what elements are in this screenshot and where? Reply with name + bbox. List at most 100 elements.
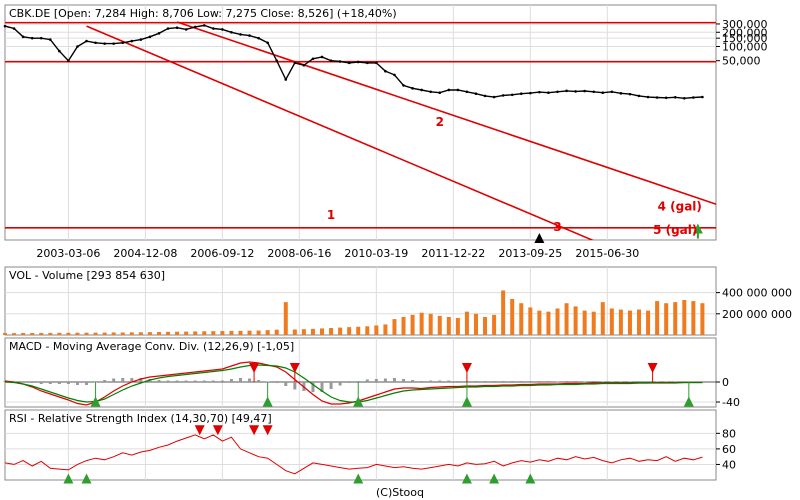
price-point [230,30,233,34]
macd-histogram-bar [583,381,587,382]
price-point [501,94,505,97]
volume-bar [21,332,26,335]
y-tick-label: 50,000 [722,55,761,68]
price-point [384,69,387,73]
macd-histogram-bar [193,380,197,382]
volume-bar [66,332,71,335]
y-tick-label: 200,000 [722,26,768,39]
price-point [637,94,641,98]
macd-histogram-bar [166,380,170,382]
volume-bar [184,331,189,335]
price-point [601,91,605,95]
wave-label: 2 [436,115,444,129]
wave-label: 3 [553,220,561,234]
price-point [574,90,577,93]
volume-panel-title: VOL - Volume [293 854 630] [9,269,165,282]
volume-bar [691,301,696,335]
x-tick-label: 2013-09-25 [498,247,562,260]
x-tick-label: 2006-09-12 [190,247,254,260]
macd-histogram-bar [184,380,188,382]
volume-bar [166,331,171,335]
volume-bar [84,332,89,335]
price-point [30,36,34,40]
price-point [48,38,52,41]
wave-label: 1 [327,208,335,222]
volume-bar [93,332,98,335]
macd-histogram-bar [592,381,596,382]
price-point [157,32,161,35]
macd-histogram-bar [57,382,61,384]
volume-bar [673,302,678,335]
rsi-panel [4,409,717,481]
macd-histogram-bar [338,382,342,386]
volume-bar [347,327,352,335]
macd-histogram-bar [311,382,315,392]
macd-histogram-bar [628,381,632,382]
price-point [112,42,115,45]
macd-histogram-bar [229,379,233,382]
macd-histogram-bar [238,378,242,382]
volume-bar [193,331,198,335]
buy-signal-marker [63,473,74,484]
y-tick-label: 100,000 [722,40,768,53]
wave-label: 4 (gal) [658,199,702,213]
volume-bar [428,313,433,335]
price-point [529,91,532,95]
volume-bar [419,312,424,335]
price-point [239,33,242,36]
volume-bar [582,310,587,335]
price-point [320,55,324,59]
volume-bar [129,332,134,335]
price-point [257,36,260,40]
price-point [474,92,478,96]
price-point [293,61,297,65]
macd-histogram-bar [492,381,496,382]
price-point [12,27,16,30]
macd-histogram-bar [619,381,623,382]
volume-bar [627,310,632,335]
macd-histogram-bar [75,382,79,385]
macd-histogram-bar [655,381,659,382]
buy-signal-marker [534,233,545,244]
volume-bar [546,311,551,335]
price-point [67,59,70,63]
price-point [121,41,125,45]
macd-histogram-bar [402,379,406,382]
price-point [465,90,469,94]
price-panel [4,4,717,241]
macd-histogram-bar [157,380,161,382]
macd-histogram-bar [275,382,279,383]
volume-bar [473,313,478,335]
price-point [375,61,378,65]
price-point [184,28,188,31]
volume-bar [455,318,460,335]
macd-histogram-bar [411,380,415,382]
volume-bar [618,309,623,335]
buy-signal-marker [525,473,536,484]
price-point [411,87,414,90]
sell-signal-marker [212,425,223,436]
sell-signal-marker [262,425,273,436]
buy-signal-marker [489,473,500,484]
volume-bar [120,332,125,335]
price-point [510,93,514,97]
volume-bar [175,331,180,335]
rsi-panel-title: RSI - Relative Strength Index (14,30,70)… [9,412,272,425]
price-point [655,96,659,99]
macd-histogram-bar [574,381,578,382]
volume-bar [156,332,161,335]
volume-bar [238,330,243,335]
price-point [420,88,423,92]
volume-bar [609,308,614,335]
trend-line [176,21,716,206]
macd-histogram-bar [85,382,89,385]
volume-bar [75,332,80,335]
price-point [456,88,460,92]
volume-bar [655,301,660,335]
volume-bar [555,308,560,335]
price-point [646,95,650,99]
price-point [492,95,496,99]
macd-histogram-bar [248,378,252,382]
price-point [76,45,79,48]
